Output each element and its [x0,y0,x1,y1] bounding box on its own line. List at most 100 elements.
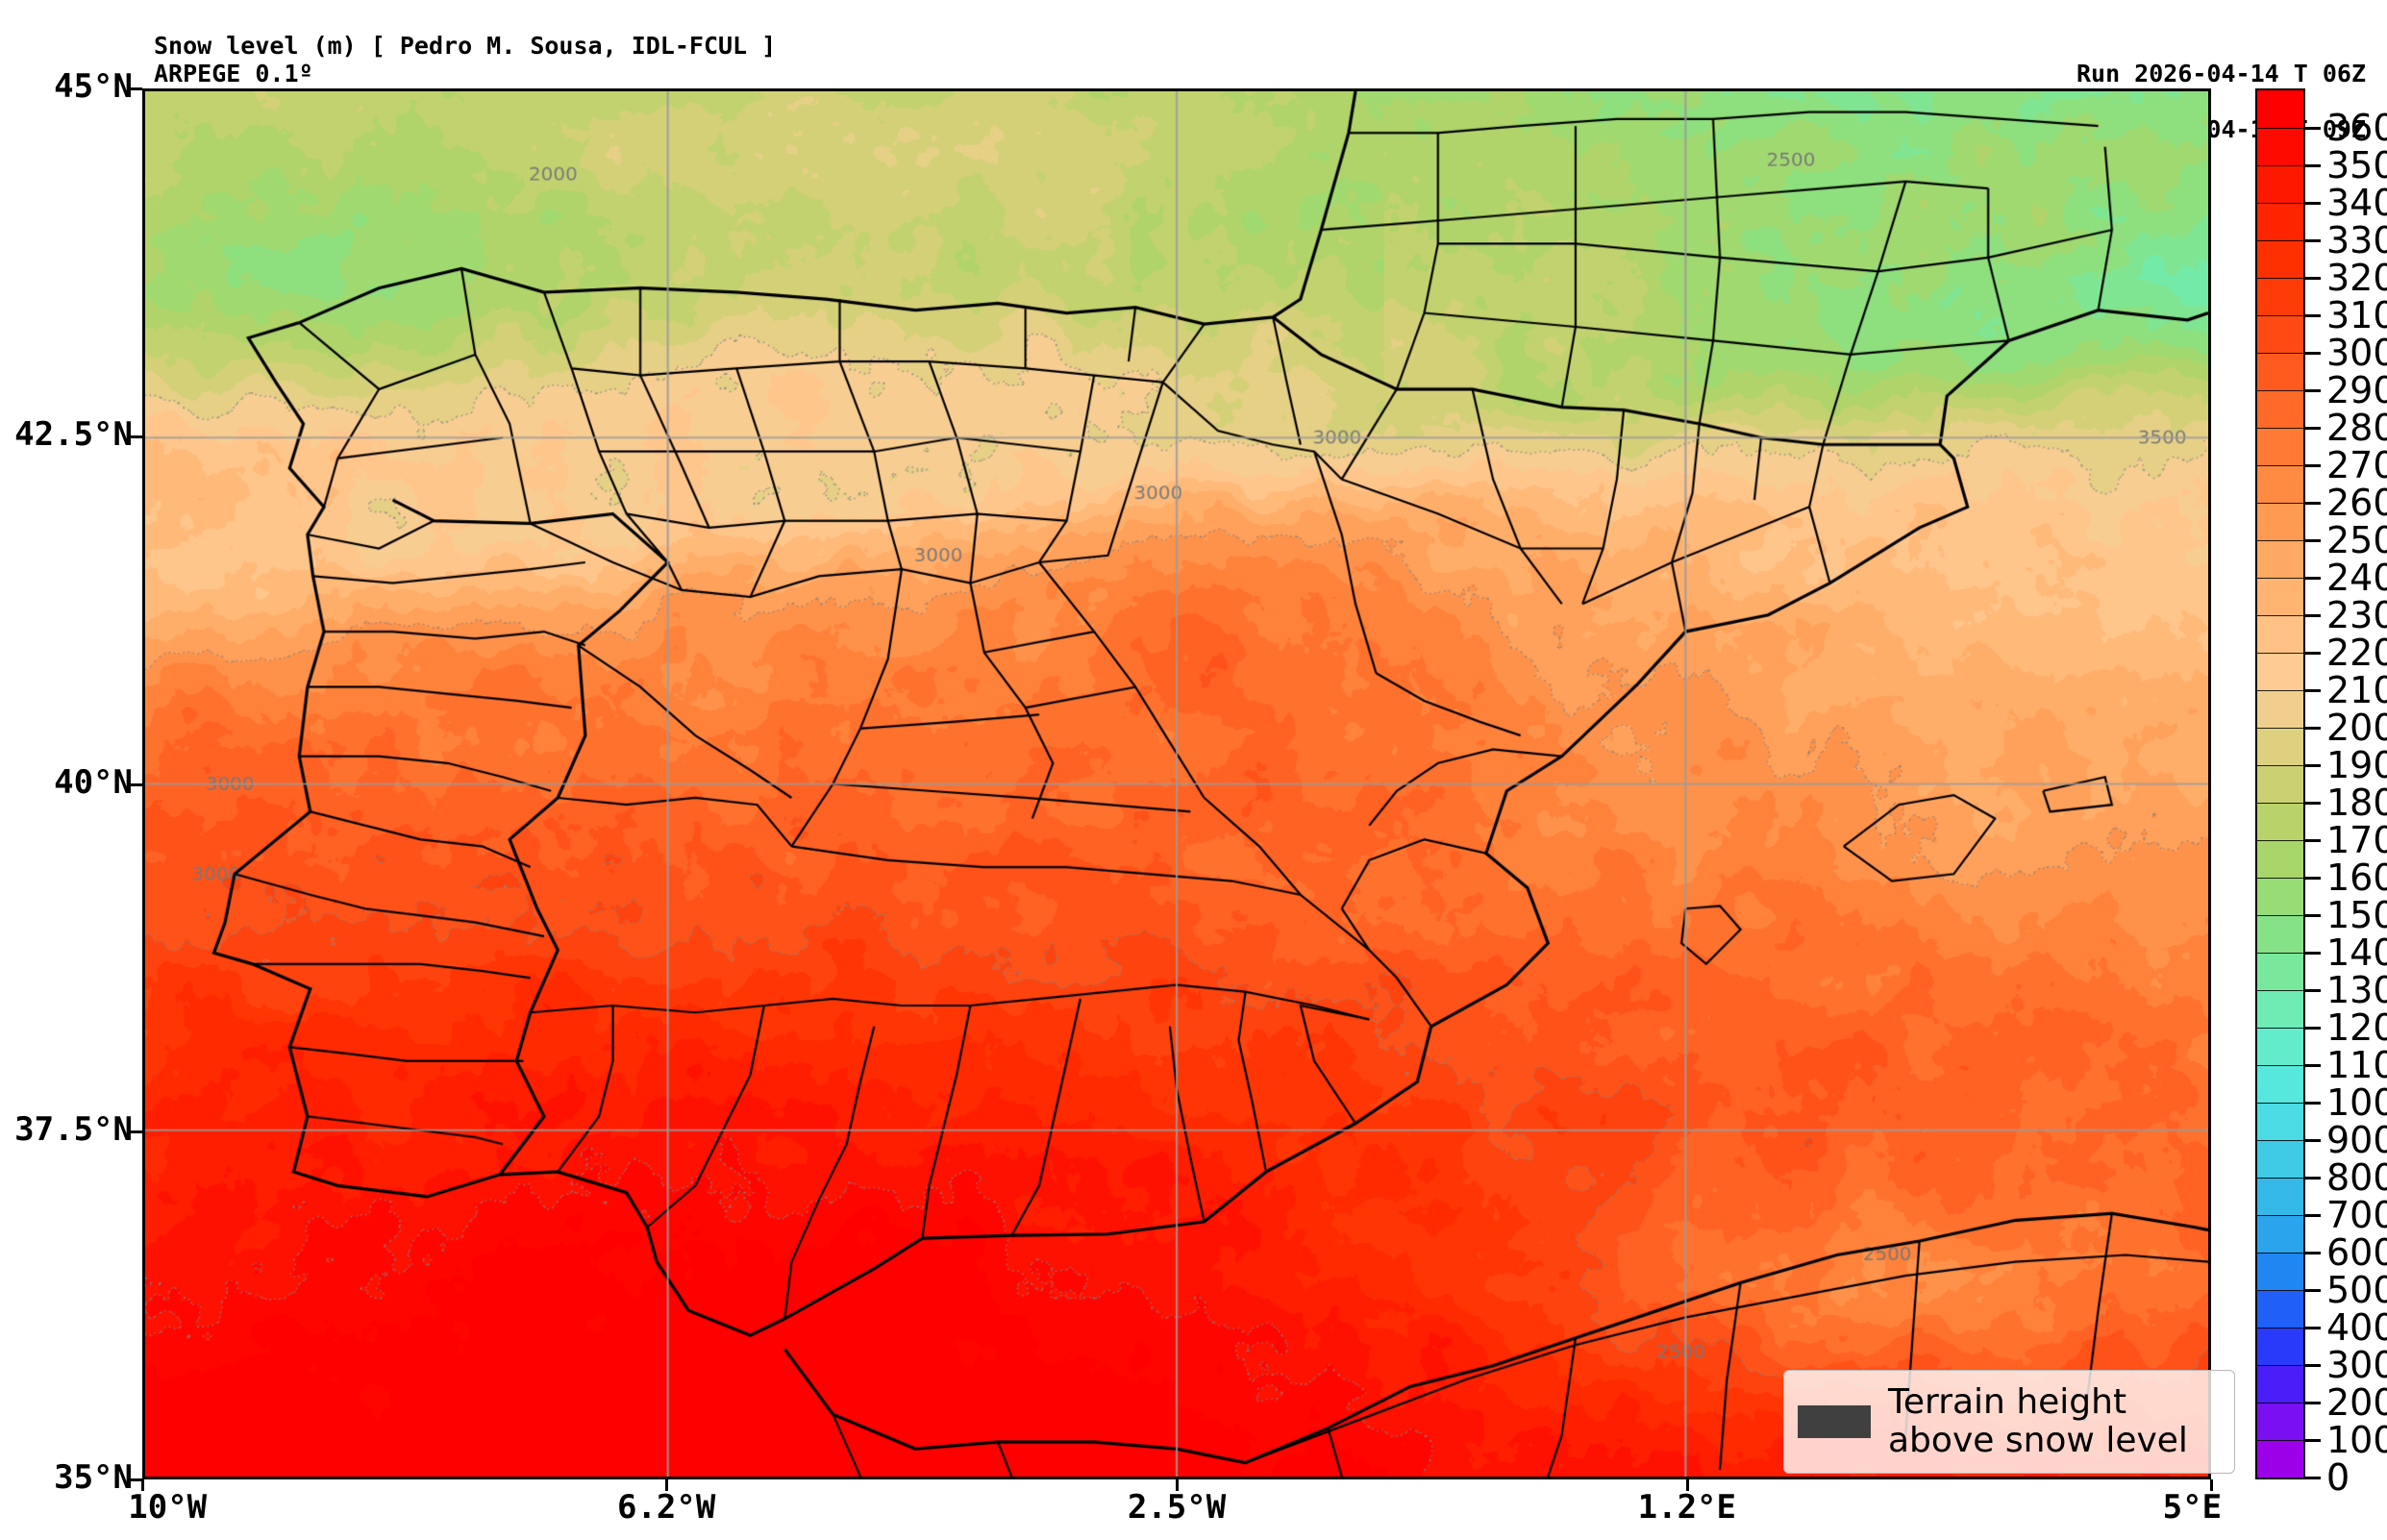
colorbar-separator [2257,465,2303,466]
colorbar-segment [2257,240,2303,279]
colorbar-separator [2257,1178,2303,1179]
colorbar-tick-label: 2600 [2326,482,2387,524]
colorbar-tick [2305,914,2321,917]
colorbar-segment [2257,915,2303,954]
colorbar-separator [2257,1140,2303,1141]
colorbar-tick-label: 2800 [2326,407,2387,449]
colorbar-tick [2305,1139,2321,1142]
lon-tick-label: 1.2°E [1637,1488,1736,1527]
colorbar-tick-label: 1600 [2326,857,2387,899]
colorbar-tick [2305,1327,2321,1329]
colorbar-separator [2257,390,2303,391]
lat-tick-mark [131,1130,142,1134]
colorbar-separator [2257,1290,2303,1291]
colorbar-separator [2257,1440,2303,1441]
colorbar-segment [2257,540,2303,579]
colorbar-tick [2305,764,2321,767]
terrain-legend-line1: Terrain height [1888,1381,2127,1422]
colorbar-tick [2305,352,2321,355]
colorbar-segment [2257,953,2303,991]
colorbar-separator [2257,278,2303,279]
colorbar-segment [2257,1403,2303,1441]
colorbar-segment [2257,353,2303,391]
colorbar-tick-label: 200 [2326,1381,2387,1424]
colorbar-segment [2257,90,2303,129]
colorbar-tick-label: 400 [2326,1306,2387,1349]
colorbar-separator [2257,765,2303,766]
colorbar-separator [2257,1328,2303,1329]
colorbar-tick-label: 2700 [2326,444,2387,486]
colorbar-separator [2257,653,2303,654]
lon-tick-label: 6.2°W [616,1488,716,1527]
colorbar-separator [2257,878,2303,879]
lon-tick-label: 5°E [2162,1488,2223,1527]
colorbar-tick [2305,1289,2321,1292]
lon-tick-label: 2.5°W [1127,1488,1227,1527]
colorbar-tick-label: 900 [2326,1119,2387,1161]
colorbar-separator [2257,840,2303,841]
colorbar-tick [2305,314,2321,317]
lat-tick-mark [131,435,142,438]
colorbar-separator [2257,503,2303,504]
colorbar-separator [2257,690,2303,691]
colorbar-tick-label: 3200 [2326,257,2387,299]
colorbar-tick-label: 100 [2326,1419,2387,1461]
header-row-top: Snow level (m) [ Pedro M. Sousa, IDL-FCU… [0,4,2387,87]
model-run-label: Run 2026-04-14 T 06Z [2076,60,2366,87]
colorbar-tick [2305,539,2321,542]
colorbar-tick [2305,877,2321,880]
colorbar-segment [2257,165,2303,204]
colorbar-segment [2257,128,2303,166]
model-name-label: ARPEGE 0.1º [154,60,313,87]
lat-tick-label: 45°N [54,67,133,106]
colorbar-separator [2257,915,2303,916]
colorbar-segment [2257,1140,2303,1179]
lon-tick-label: 10°W [128,1488,208,1527]
colorbar-tick-label: 2100 [2326,669,2387,711]
lon-tick-mark [141,1479,144,1491]
colorbar-tick-label: 2400 [2326,557,2387,599]
colorbar-separator [2257,353,2303,354]
colorbar-separator [2257,203,2303,204]
colorbar-segment [2257,690,2303,729]
colorbar-segment [2257,765,2303,804]
lon-tick-mark [1685,1479,1689,1491]
colorbar-tick-label: 2300 [2326,594,2387,636]
terrain-legend-text: Terrain height above snow level [1888,1381,2188,1461]
colorbar-tick-label: 0 [2326,1456,2350,1499]
colorbar-tick [2305,1364,2321,1367]
colorbar-separator [2257,1103,2303,1104]
colorbar-separator [2257,615,2303,616]
colorbar-tick-label: 300 [2326,1344,2387,1386]
colorbar-tick-label: 1500 [2326,894,2387,936]
colorbar-tick-label: 1300 [2326,969,2387,1011]
colorbar-tick-label: 3400 [2326,182,2387,224]
colorbar-tick [2305,614,2321,617]
colorbar-tick [2305,1027,2321,1030]
colorbar-segment [2257,1328,2303,1366]
colorbar-tick [2305,502,2321,505]
colorbar-separator [2257,728,2303,729]
colorbar-separator [2257,315,2303,316]
colorbar-separator [2257,165,2303,166]
colorbar-separator [2257,128,2303,129]
colorbar-tick-label: 1800 [2326,782,2387,824]
colorbar-separator [2257,1253,2303,1254]
colorbar-segment [2257,990,2303,1029]
colorbar-tick-label: 500 [2326,1269,2387,1311]
lon-tick-mark [665,1479,669,1491]
lon-tick-mark [1176,1479,1179,1491]
map-plot-area[interactable] [142,88,2211,1479]
terrain-legend: Terrain height above snow level [1783,1370,2235,1474]
colorbar-tick-label: 2200 [2326,632,2387,674]
lat-tick-mark [131,1478,142,1481]
colorbar-tick-label: 3100 [2326,294,2387,336]
colorbar-separator [2257,578,2303,579]
header-bar: Snow level (m) [ Pedro M. Sousa, IDL-FCU… [0,0,2387,143]
chart-title: Snow level (m) [ Pedro M. Sousa, IDL-FCU… [154,32,777,60]
colorbar-segment [2257,1253,2303,1291]
terrain-legend-line2: above snow level [1888,1421,2188,1460]
colorbar-segment [2257,1440,2303,1478]
colorbar-tick [2305,1402,2321,1404]
lat-tick-label: 40°N [54,762,133,802]
